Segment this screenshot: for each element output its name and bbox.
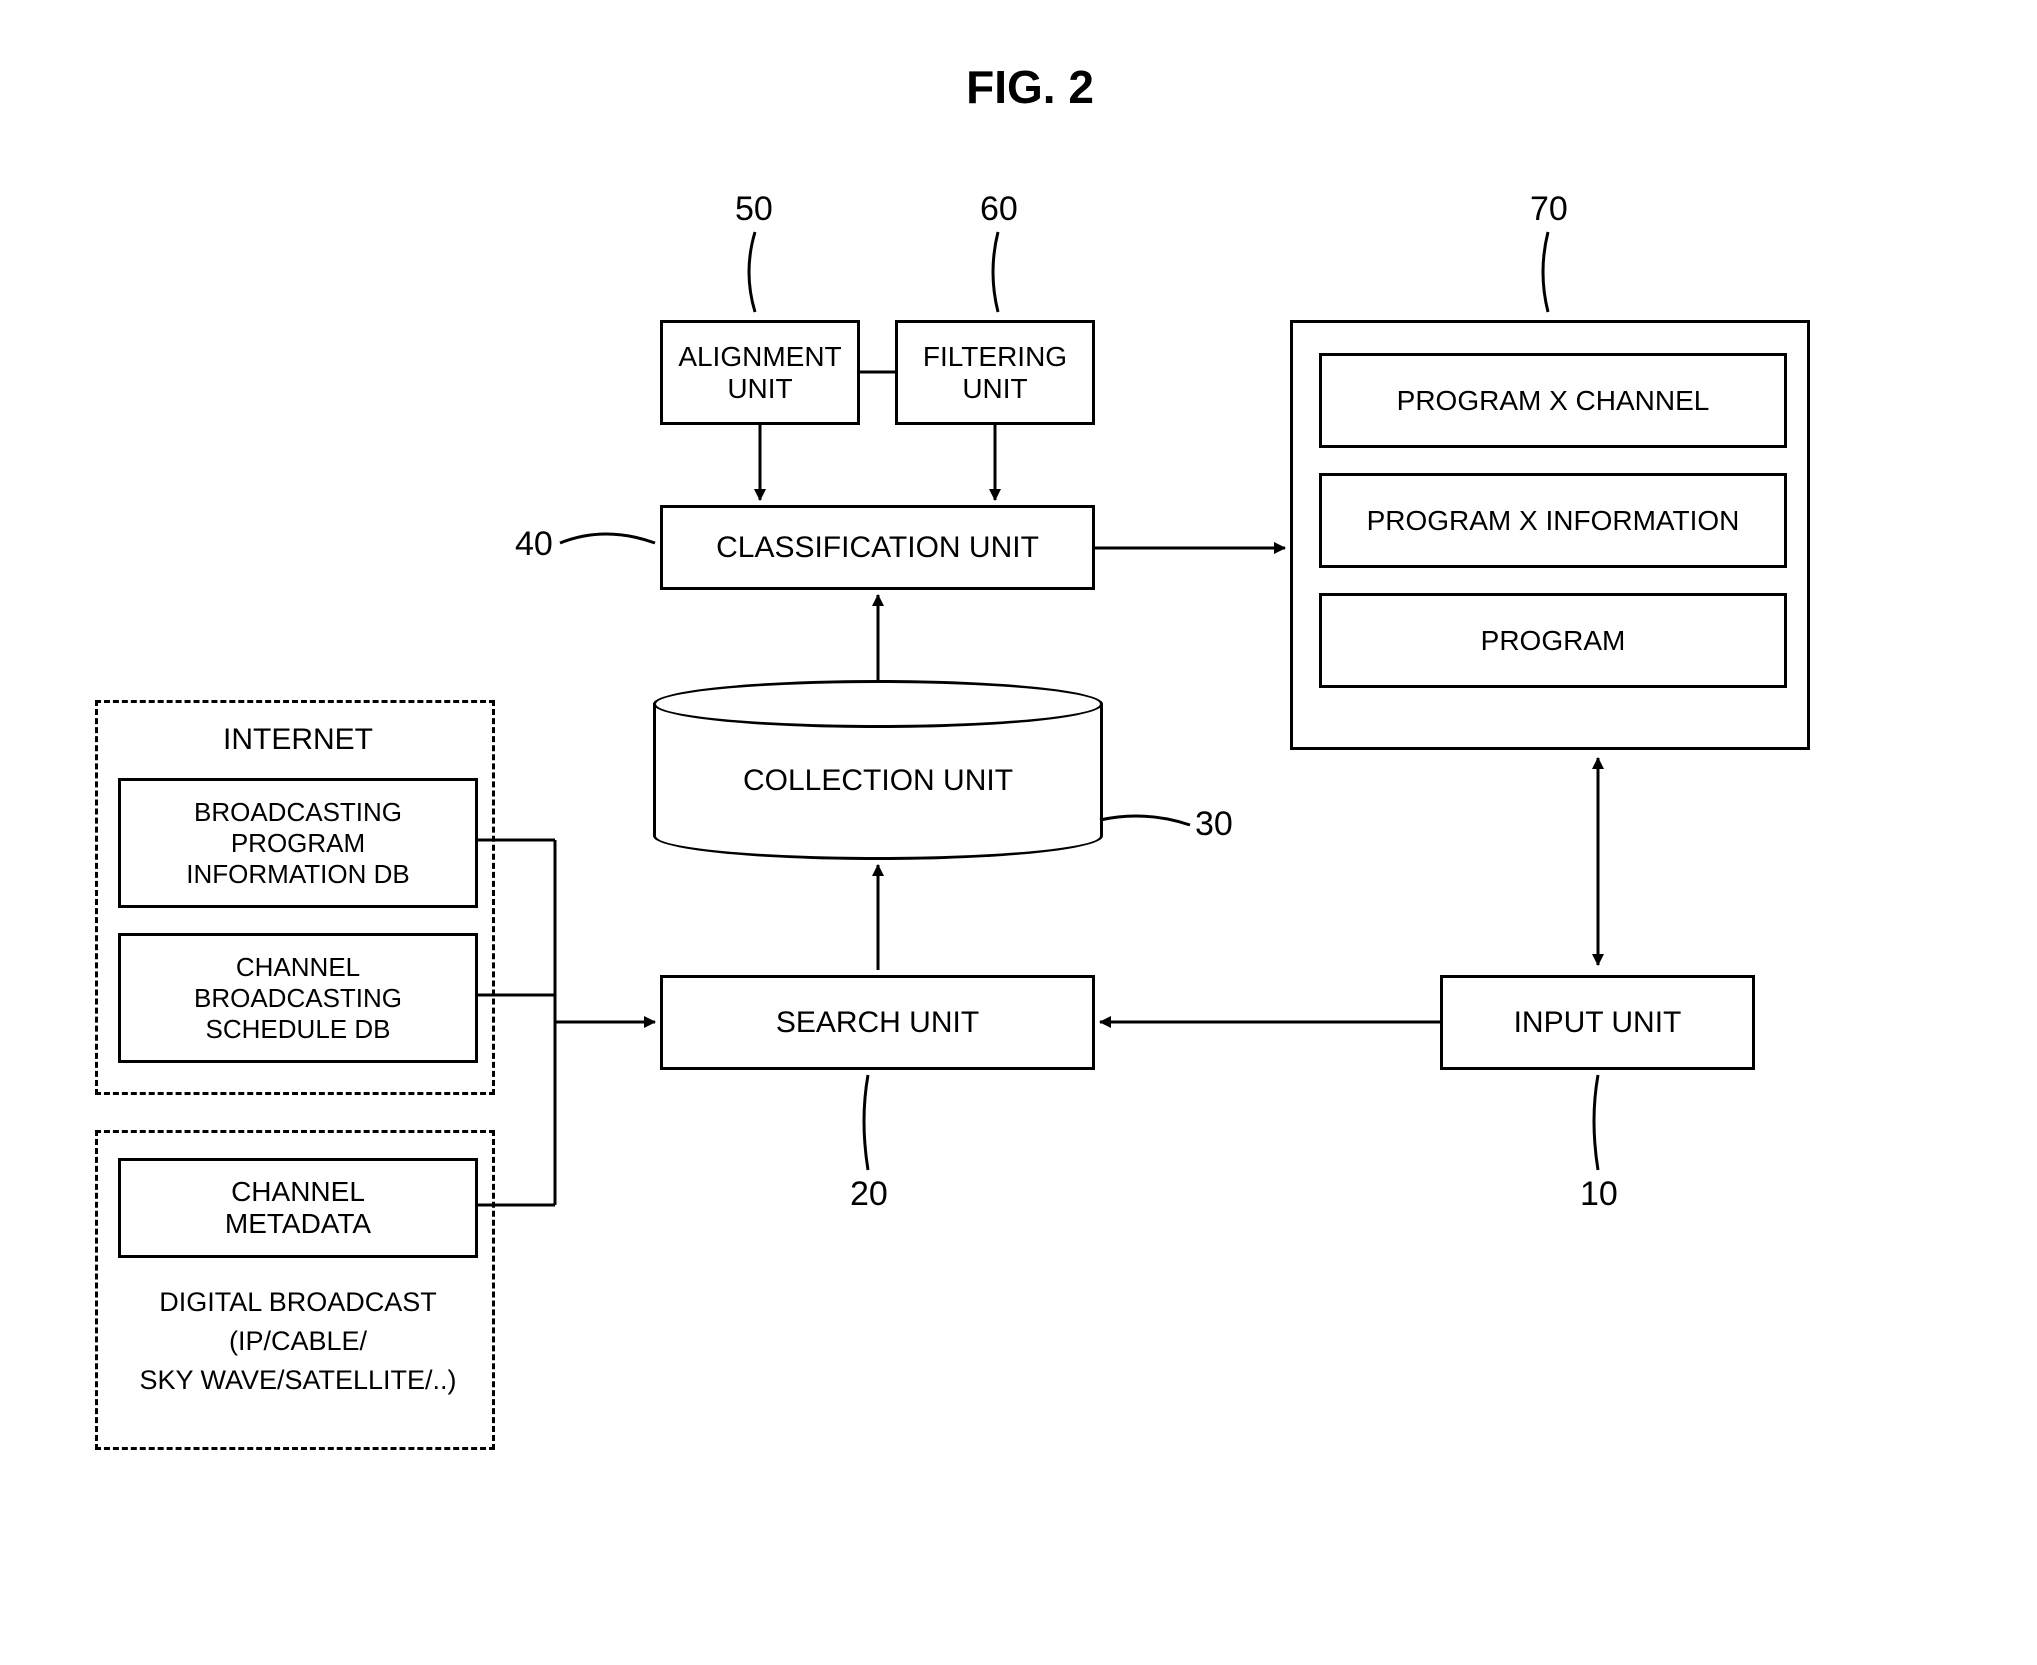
ref-20: 20: [850, 1175, 888, 1214]
ref-60: 60: [980, 190, 1018, 229]
search-unit-box: SEARCH UNIT: [660, 975, 1095, 1070]
classification-unit-box: CLASSIFICATION UNIT: [660, 505, 1095, 590]
filtering-unit-box: FILTERING UNIT: [895, 320, 1095, 425]
ref-70: 70: [1530, 190, 1568, 229]
internet-group: INTERNET BROADCASTING PROGRAM INFORMATIO…: [95, 700, 495, 1095]
program-x-channel-box: PROGRAM X CHANNEL: [1319, 353, 1787, 448]
broadcasting-program-db-box: BROADCASTING PROGRAM INFORMATION DB: [118, 778, 478, 908]
output-panel: PROGRAM X CHANNEL PROGRAM X INFORMATION …: [1290, 320, 1810, 750]
ref-30: 30: [1195, 805, 1233, 844]
input-unit-box: INPUT UNIT: [1440, 975, 1755, 1070]
digital-broadcast-title: DIGITAL BROADCAST (IP/CABLE/ SKY WAVE/SA…: [98, 1283, 498, 1400]
internet-title: INTERNET: [98, 723, 498, 757]
ref-10: 10: [1580, 1175, 1618, 1214]
program-x-information-box: PROGRAM X INFORMATION: [1319, 473, 1787, 568]
digital-broadcast-group: CHANNEL METADATA DIGITAL BROADCAST (IP/C…: [95, 1130, 495, 1450]
channel-metadata-box: CHANNEL METADATA: [118, 1158, 478, 1258]
alignment-unit-box: ALIGNMENT UNIT: [660, 320, 860, 425]
ref-40: 40: [515, 525, 553, 564]
figure-title: FIG. 2: [880, 60, 1180, 114]
channel-schedule-db-box: CHANNEL BROADCASTING SCHEDULE DB: [118, 933, 478, 1063]
diagram-canvas: FIG. 2 50 60 70 ALIGNMENT UNIT FILTERING…: [0, 0, 2037, 1665]
ref-50: 50: [735, 190, 773, 229]
collection-unit-top: [653, 680, 1103, 728]
collection-unit-cylinder: COLLECTION UNIT: [653, 680, 1103, 860]
program-box: PROGRAM: [1319, 593, 1787, 688]
